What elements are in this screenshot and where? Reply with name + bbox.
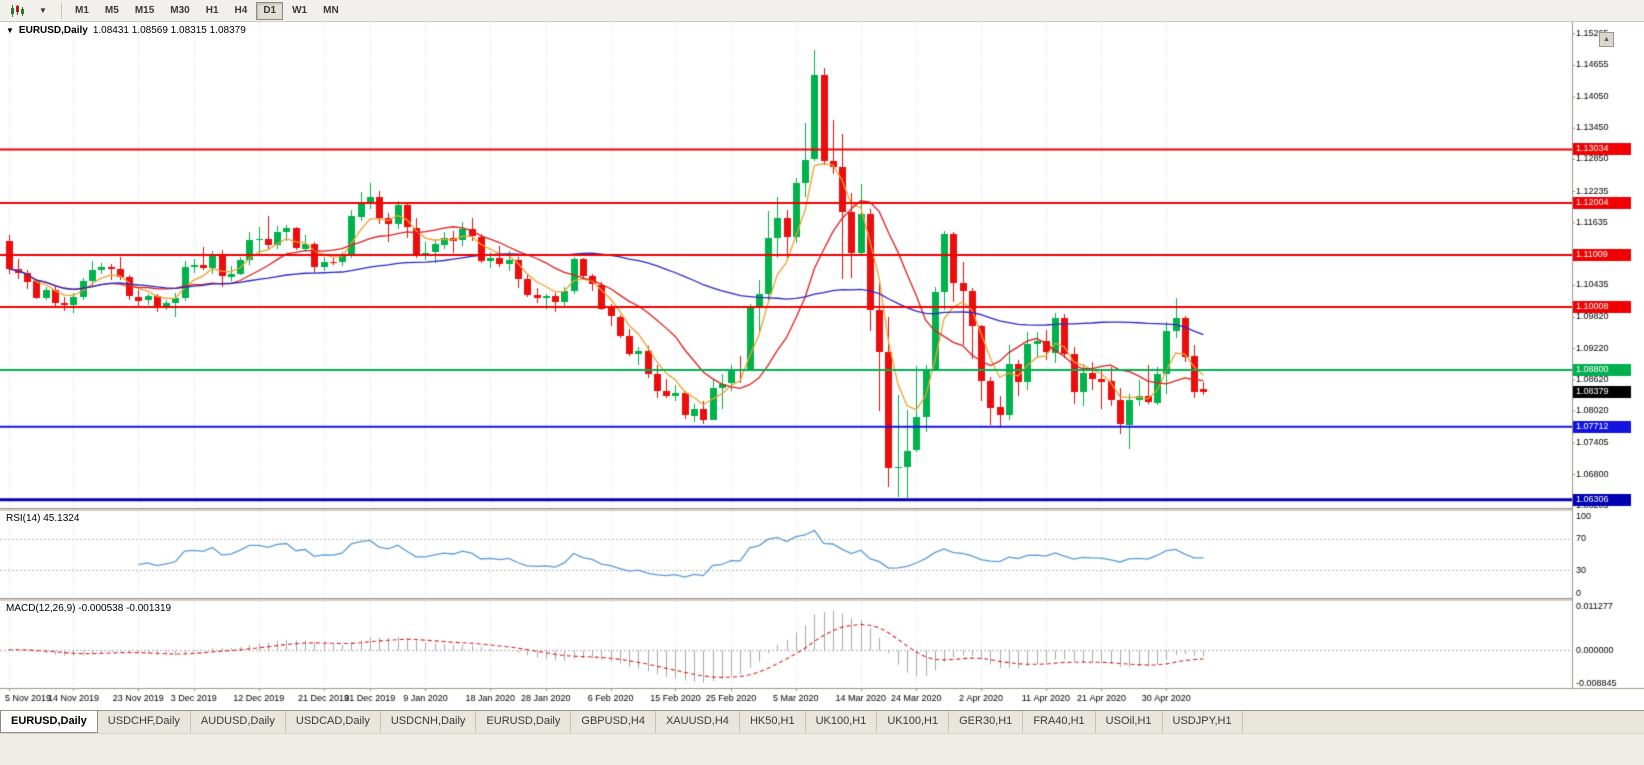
chart-title: ▼ EURUSD,Daily 1.08431 1.08569 1.08315 1… [6, 25, 246, 36]
top-toolbar: ▼ M1 M5 M15 M30 H1 H4 D1 W1 MN [0, 0, 1644, 22]
chart-window-dropdown[interactable]: ▼ [31, 1, 55, 21]
tab-usdjpy-h1-14[interactable]: USDJPY,H1 [1163, 711, 1243, 733]
tab-uk100-h1-10[interactable]: UK100,H1 [877, 711, 950, 733]
timeframe-button-h4[interactable]: H4 [234, 4, 248, 16]
timeframe-button-d1[interactable]: D1 [256, 1, 284, 20]
tab-uk100-h1-9[interactable]: UK100,H1 [806, 711, 878, 733]
status-bar [0, 733, 1644, 765]
tab-usdchf-daily-1[interactable]: USDCHF,Daily [98, 711, 191, 733]
timeframe-button-w1[interactable]: W1 [292, 4, 308, 16]
macd-indicator-label: MACD(12,26,9) -0.000538 -0.001319 [6, 603, 172, 614]
toolbar-separator [61, 2, 62, 19]
rsi-indicator-label: RSI(14) 45.1324 [6, 513, 80, 524]
timeframe-button-mn[interactable]: MN [323, 4, 339, 16]
timeframe-toolbar: M1 M5 M15 M30 H1 H4 D1 W1 MN [67, 1, 347, 20]
symbol-tabs: EURUSD,Daily USDCHF,Daily AUDUSD,Daily USDC… [0, 710, 1644, 733]
tab-eurusd-daily-0[interactable]: EURUSD,Daily [0, 711, 98, 733]
tab-fra40-h1-12[interactable]: FRA40,H1 [1023, 711, 1096, 733]
chart-symbol-label: EURUSD,Daily [18, 25, 88, 36]
chart-ohlc-values: 1.08431 1.08569 1.08315 1.08379 [92, 25, 246, 36]
price-chart-canvas[interactable] [0, 22, 1644, 710]
tab-usoil-h1-13[interactable]: USOil,H1 [1096, 711, 1163, 733]
candlestick-chart-icon [11, 4, 24, 17]
tab-gbpusd-h4-6[interactable]: GBPUSD,H4 [571, 711, 656, 733]
tab-usdcnh-daily-4[interactable]: USDCNH,Daily [381, 711, 477, 733]
scroll-up-icon[interactable]: ▲ [1599, 32, 1614, 47]
tab-usdcad-daily-3[interactable]: USDCAD,Daily [286, 711, 381, 733]
tab-hk50-h1-8[interactable]: HK50,H1 [740, 711, 806, 733]
timeframe-button-h1[interactable]: H1 [205, 4, 219, 16]
chevron-down-icon: ▼ [39, 6, 47, 15]
tab-eurusd-daily-5[interactable]: EURUSD,Daily [476, 711, 572, 733]
one-click-trading-toggle[interactable]: ▼ [6, 26, 14, 35]
timeframe-button-m5[interactable]: M5 [104, 4, 119, 16]
tab-ger30-h1-11[interactable]: GER30,H1 [949, 711, 1024, 733]
chart-window: ▼ EURUSD,Daily 1.08431 1.08569 1.08315 1… [0, 22, 1644, 710]
timeframe-button-m15[interactable]: M15 [134, 4, 155, 16]
chart-window-button[interactable] [5, 1, 29, 21]
timeframe-button-m30[interactable]: M30 [170, 4, 190, 16]
timeframe-button-m1[interactable]: M1 [75, 4, 89, 16]
tab-audusd-daily-2[interactable]: AUDUSD,Daily [191, 711, 286, 733]
tab-xauusd-h4-7[interactable]: XAUUSD,H4 [656, 711, 740, 733]
